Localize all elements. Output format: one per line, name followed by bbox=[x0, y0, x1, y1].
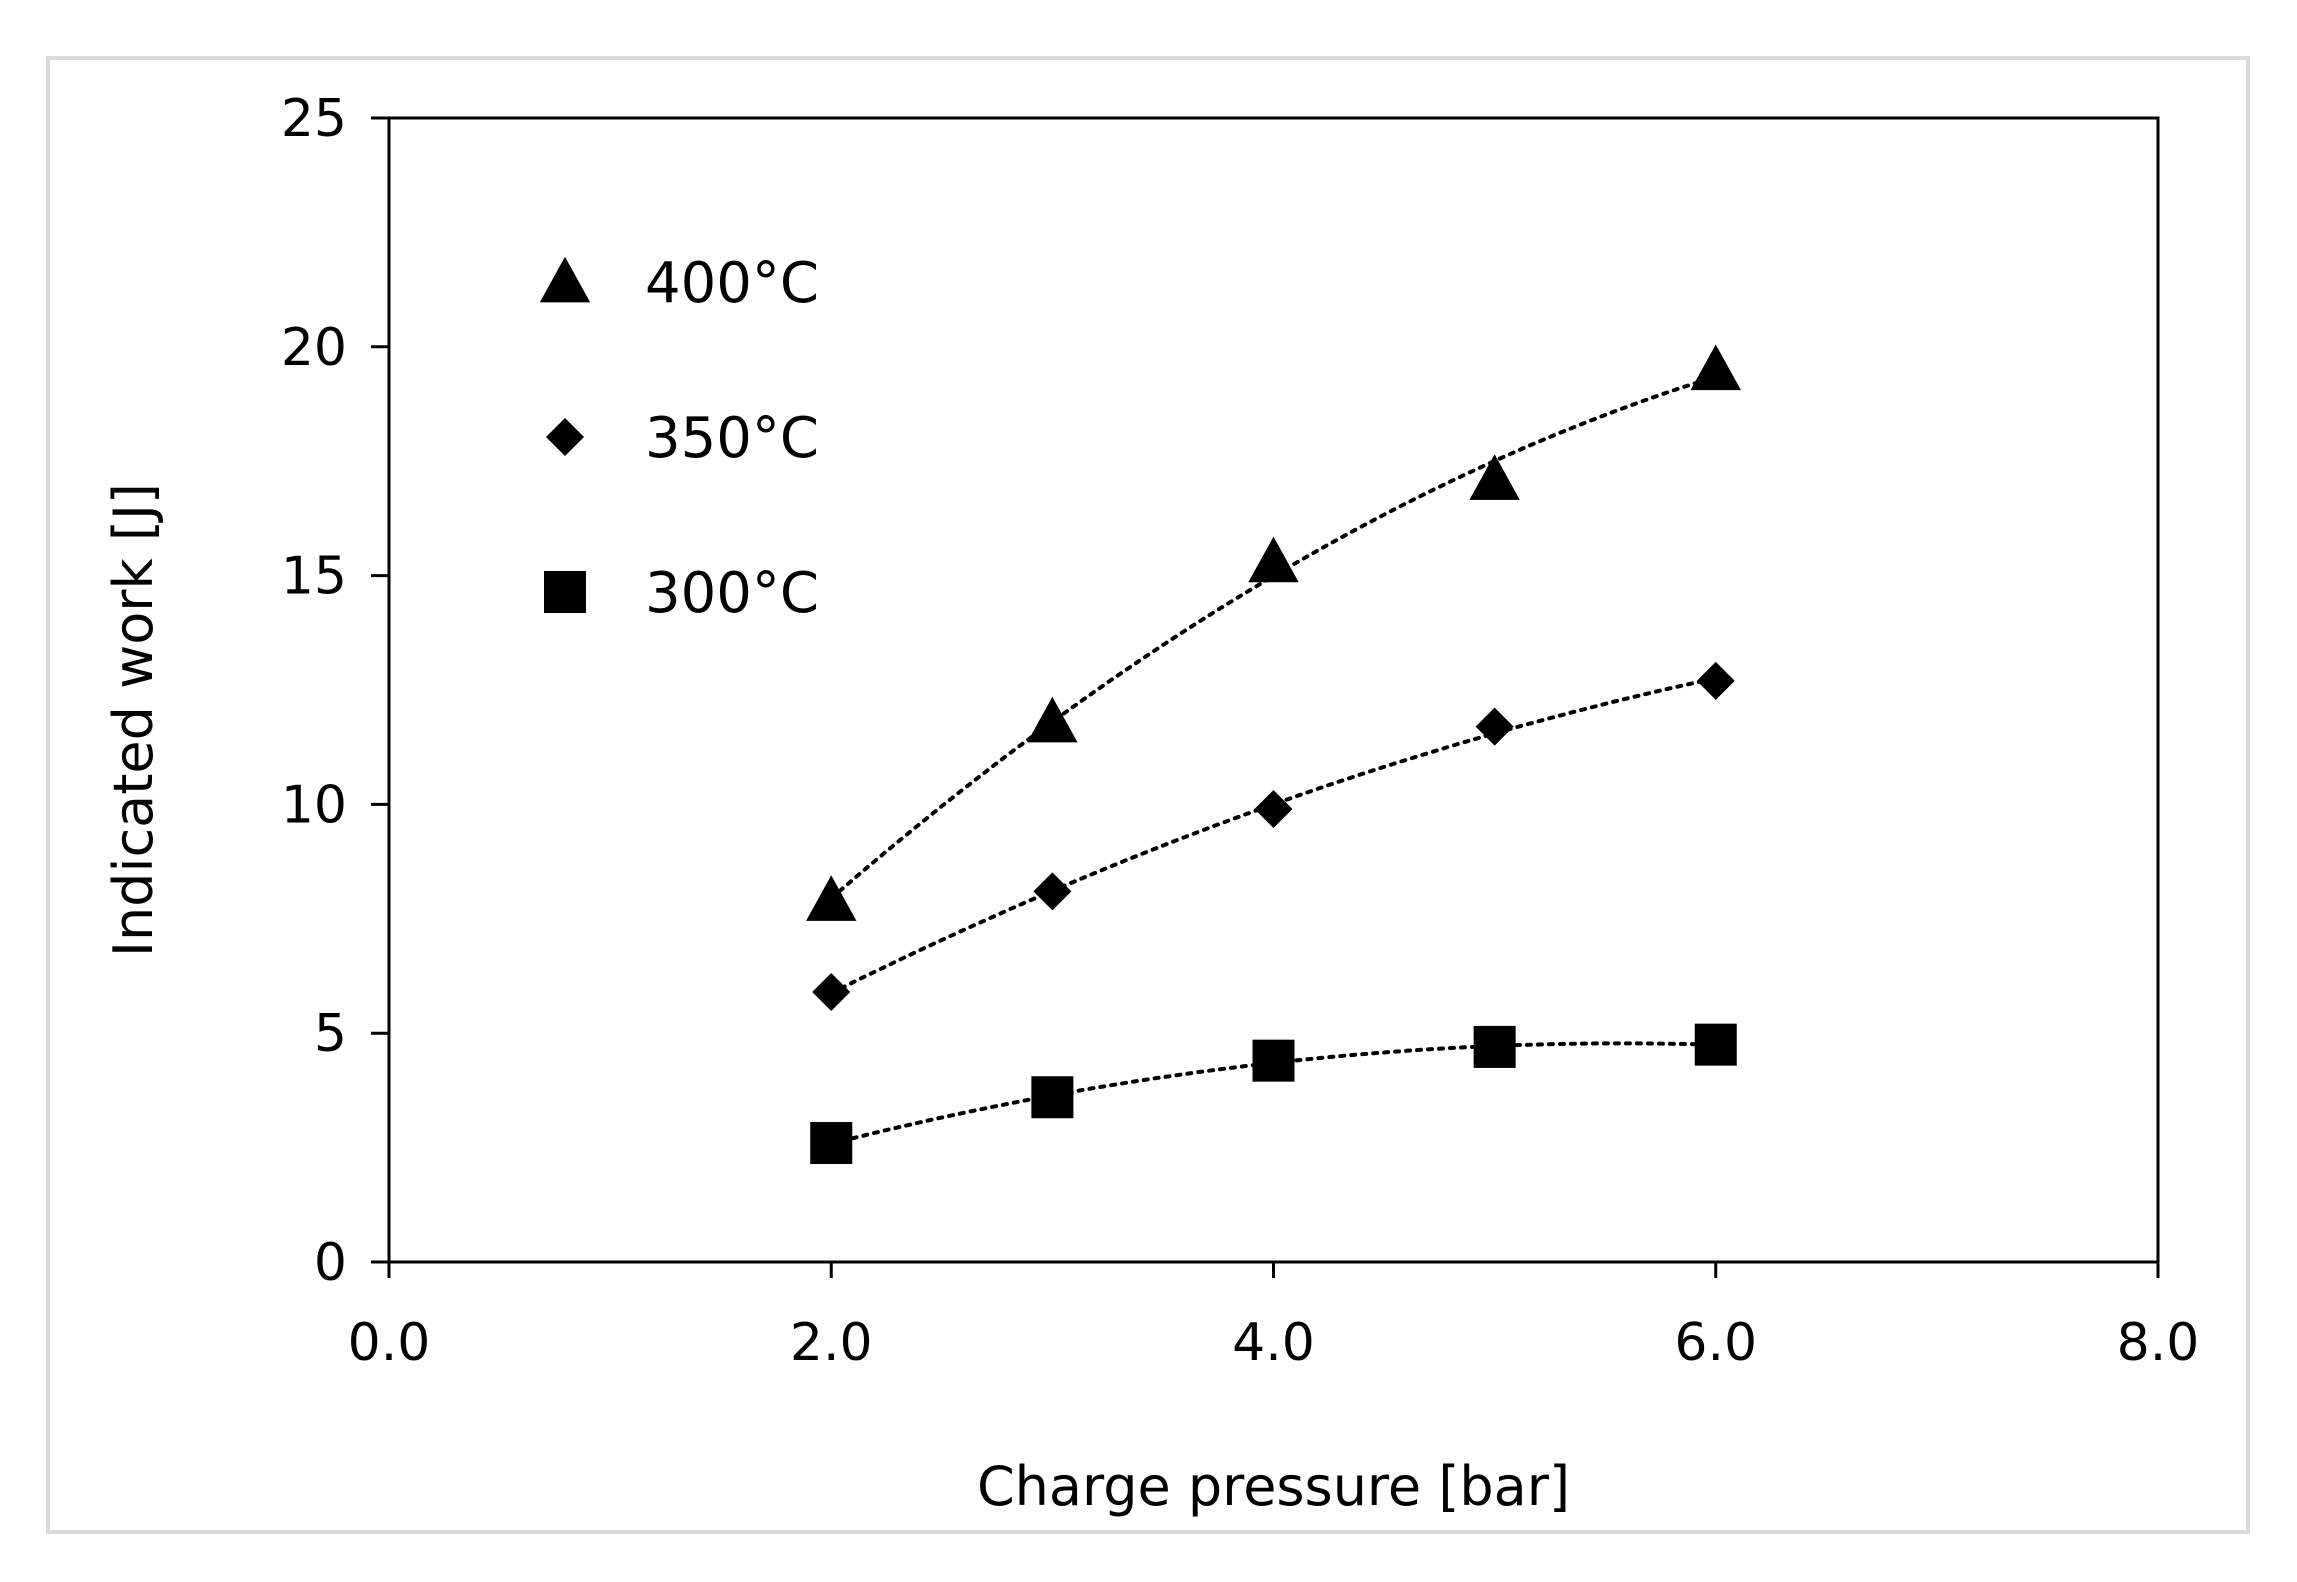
x-tick-label: 6.0 bbox=[1674, 1313, 1757, 1373]
data-point-diamond bbox=[1475, 707, 1514, 746]
data-point-diamond bbox=[812, 973, 851, 1012]
trendline-diamond bbox=[829, 676, 1718, 996]
data-point-triangle bbox=[1469, 454, 1520, 500]
x-tick-label: 8.0 bbox=[2117, 1313, 2200, 1373]
x-tick-label: 0.0 bbox=[348, 1313, 431, 1373]
data-point-square bbox=[810, 1122, 853, 1165]
data-point-triangle bbox=[806, 875, 857, 921]
legend: 400°C 350°C 300°C bbox=[539, 251, 819, 626]
data-point-triangle bbox=[1027, 696, 1078, 743]
chart-frame bbox=[46, 56, 2250, 1534]
legend-label: 300°C bbox=[645, 561, 819, 626]
y-tick-label: 5 bbox=[314, 1004, 347, 1064]
legend-marker-square bbox=[544, 571, 586, 613]
legend-label: 400°C bbox=[645, 251, 819, 316]
y-tick-label: 10 bbox=[281, 775, 347, 835]
data-point-triangle bbox=[1248, 536, 1299, 583]
data-point-triangle bbox=[1690, 344, 1741, 391]
data-point-diamond bbox=[1033, 872, 1072, 911]
legend-marker-diamond bbox=[546, 418, 584, 456]
legend-marker-triangle bbox=[539, 256, 591, 303]
data-point-square bbox=[1473, 1025, 1516, 1068]
y-tick-label: 25 bbox=[281, 89, 347, 149]
trendline-triangle bbox=[829, 374, 1718, 901]
data-point-square bbox=[1694, 1023, 1737, 1066]
trendlines bbox=[829, 374, 1718, 1146]
data-point-square bbox=[1031, 1076, 1074, 1119]
data-point-square bbox=[1252, 1039, 1295, 1082]
y-tick-label: 20 bbox=[281, 318, 347, 378]
x-tick-label: 4.0 bbox=[1232, 1313, 1315, 1373]
data-markers bbox=[806, 344, 1741, 1165]
x-axis: 0.0 2.0 4.0 6.0 8.0 bbox=[348, 1262, 2200, 1373]
y-tick-label: 15 bbox=[281, 547, 347, 607]
legend-label: 350°C bbox=[645, 406, 819, 471]
y-axis: 0 5 10 15 20 25 bbox=[281, 89, 389, 1293]
y-axis-title: Indicated work [J] bbox=[102, 483, 165, 957]
x-tick-label: 2.0 bbox=[790, 1313, 873, 1373]
data-point-diamond bbox=[1254, 789, 1293, 828]
x-axis-title: Charge pressure [bar] bbox=[977, 1455, 1570, 1518]
data-point-diamond bbox=[1696, 661, 1735, 700]
y-tick-label: 0 bbox=[314, 1233, 347, 1293]
